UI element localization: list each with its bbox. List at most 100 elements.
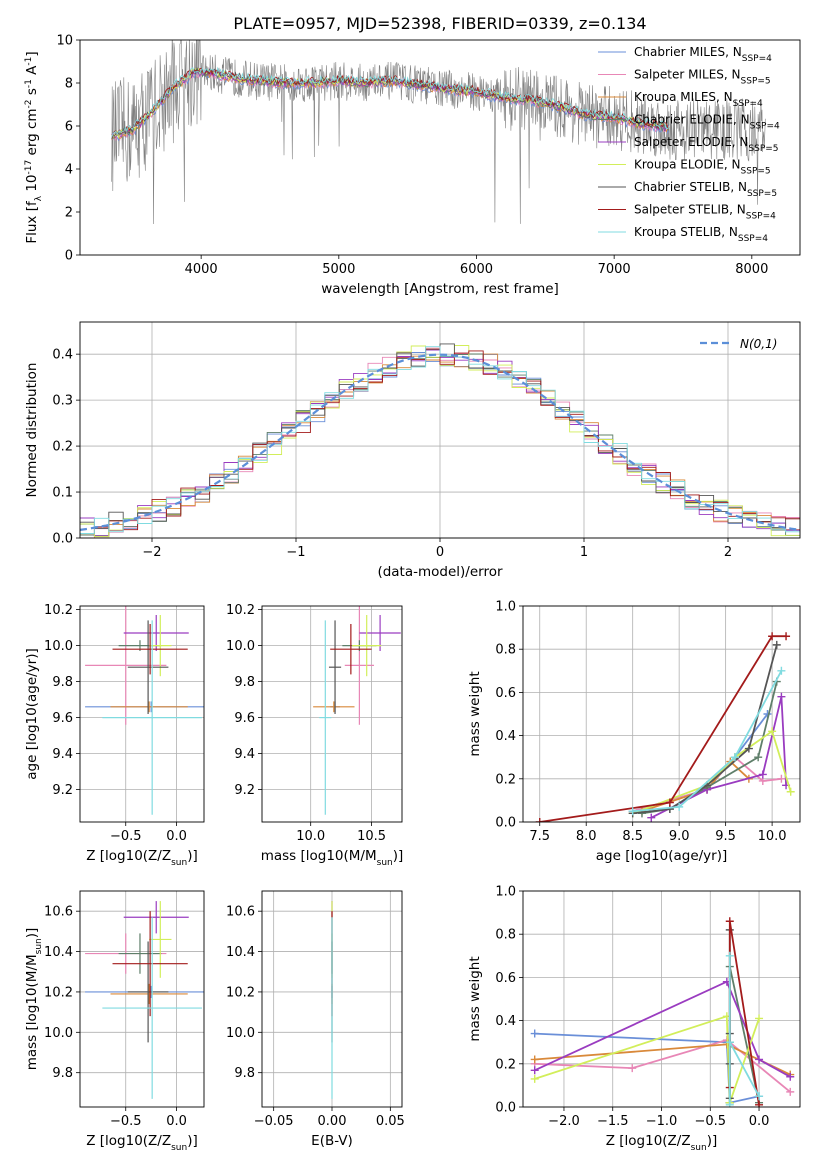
y-tick-label: 0.6	[495, 686, 516, 701]
errorbar-3	[110, 983, 188, 1005]
axes-frame	[522, 605, 801, 823]
series-line-9	[632, 670, 783, 813]
plot-area	[85, 901, 204, 1099]
plot-area	[530, 917, 795, 1107]
series-marker	[665, 798, 674, 807]
y-tick-label: 4	[65, 163, 73, 178]
errorbar-8	[112, 911, 188, 1017]
y-tick-label: 9.8	[52, 675, 73, 690]
y-tick-label: 0.1	[52, 486, 73, 501]
series-line-6	[632, 729, 792, 815]
x-axis-label: (data-model)/error	[377, 564, 503, 580]
series-line-4	[641, 681, 778, 815]
y-tick-label: 9.8	[234, 675, 255, 690]
errorbar-4	[118, 933, 162, 974]
y-tick-label: 9.6	[234, 711, 255, 726]
y-axis-label: Normed distribution	[24, 363, 40, 498]
histogram-9	[80, 346, 800, 534]
x-tick-label: 0.0	[166, 1114, 187, 1129]
series-marker	[530, 1055, 539, 1064]
series-line-9	[728, 955, 760, 1105]
axes-frame	[79, 39, 801, 256]
legend-label-1: Chabrier MILES, NSSP=4	[634, 45, 772, 64]
x-tick-label: 8000	[735, 262, 768, 277]
plot-area	[313, 606, 401, 815]
grid-lines	[523, 890, 800, 1108]
y-tick-label: 6	[65, 120, 73, 135]
axes-frame	[522, 890, 801, 1108]
y-tick-label: 10.0	[44, 1026, 73, 1041]
series-marker	[530, 1066, 539, 1075]
errorbar-8	[112, 624, 188, 675]
series-marker	[777, 666, 786, 675]
errorbar-2	[85, 606, 167, 725]
legend-label-4: Chabrier ELODIE, NSSP=4	[634, 113, 780, 132]
x-tick-label: 10.0	[758, 829, 787, 844]
plot-area	[85, 606, 204, 815]
errorbar-7	[127, 941, 169, 1043]
grid-lines	[262, 606, 402, 822]
errorbar-6	[352, 615, 382, 677]
legend-label-9: Kroupa STELIB, NSSP=4	[634, 225, 768, 244]
series-marker	[755, 1092, 764, 1101]
y-axis-label: age [log10(age/yr)]	[24, 648, 40, 780]
y-tick-label: 0.0	[52, 532, 73, 547]
x-tick-label: −2.0	[548, 1114, 580, 1129]
y-tick-label: 9.6	[52, 711, 73, 726]
y-axis-label: mass weight	[467, 956, 483, 1041]
x-tick-label: 0.05	[376, 1114, 405, 1129]
x-tick-label: 9.0	[669, 829, 690, 844]
series-marker	[730, 753, 739, 762]
series-marker	[755, 1014, 764, 1023]
errorbar-2	[344, 606, 374, 725]
model-spectrum-8	[111, 67, 670, 136]
series-line-8	[539, 635, 787, 822]
y-tick-label: 9.4	[52, 747, 73, 762]
series-marker	[786, 1072, 795, 1081]
y-tick-label: 0	[65, 249, 73, 264]
plot-area	[535, 632, 795, 822]
y-tick-label: 0.4	[52, 348, 73, 363]
series-marker	[782, 632, 791, 641]
axes-frame	[79, 890, 205, 1108]
series-marker	[777, 692, 786, 701]
x-tick-label: 10.0	[296, 829, 325, 844]
series-marker	[628, 1064, 637, 1073]
observed-spectrum	[111, 40, 766, 225]
x-tick-label: 8.5	[622, 829, 643, 844]
series-marker	[530, 1029, 539, 1038]
y-tick-label: 9.4	[234, 747, 255, 762]
series-line-2	[534, 1039, 791, 1093]
y-tick-label: 10.2	[226, 985, 255, 1000]
legend-label-3: Kroupa MILES, NSSP=4	[634, 90, 763, 109]
x-axis-label: Z [log10(Z/Zsun)]	[606, 1133, 718, 1153]
y-tick-label: 8	[65, 77, 73, 92]
plot-massweight-vs-Z: −2.0 −1.5 −1.0 −0.5 0.0 0.0 0.2 0.4 0.6 0.8 1.0 Z […	[467, 885, 801, 1153]
y-tick-label: 1.0	[495, 885, 516, 900]
errorbar-8	[330, 624, 372, 675]
x-axis-label: Z [log10(Z/Zsun)]	[86, 848, 198, 868]
x-tick-label: −0.05	[254, 1114, 294, 1129]
legend-label-2: Salpeter MILES, NSSP=5	[634, 68, 771, 87]
axes-frame	[79, 605, 205, 823]
plot-area	[80, 343, 800, 538]
y-tick-label: 10.6	[226, 905, 255, 920]
series-marker	[725, 1100, 734, 1107]
series-line-5	[534, 980, 791, 1078]
y-tick-label: 10.0	[226, 639, 255, 654]
x-tick-label: 9.5	[715, 829, 736, 844]
x-tick-label: 7000	[598, 262, 631, 277]
series-marker	[628, 807, 637, 816]
x-axis-label: mass [log10(M/Msun)]	[261, 848, 404, 868]
series-marker	[777, 774, 786, 783]
y-tick-label: 10	[56, 34, 73, 49]
y-tick-label: 0.8	[495, 928, 516, 943]
y-tick-label: 9.8	[234, 1066, 255, 1081]
legend-label-5: Salpeter ELODIE, NSSP=5	[634, 135, 779, 154]
x-tick-label: 0	[436, 545, 444, 560]
series-marker	[530, 1074, 539, 1083]
errorbar-5	[123, 901, 189, 934]
series-line-8	[728, 921, 760, 1105]
x-tick-label: 4000	[185, 262, 218, 277]
y-axis-label: Flux [fλ 10-17 erg cm-2 s-1 A-1]	[24, 51, 44, 243]
